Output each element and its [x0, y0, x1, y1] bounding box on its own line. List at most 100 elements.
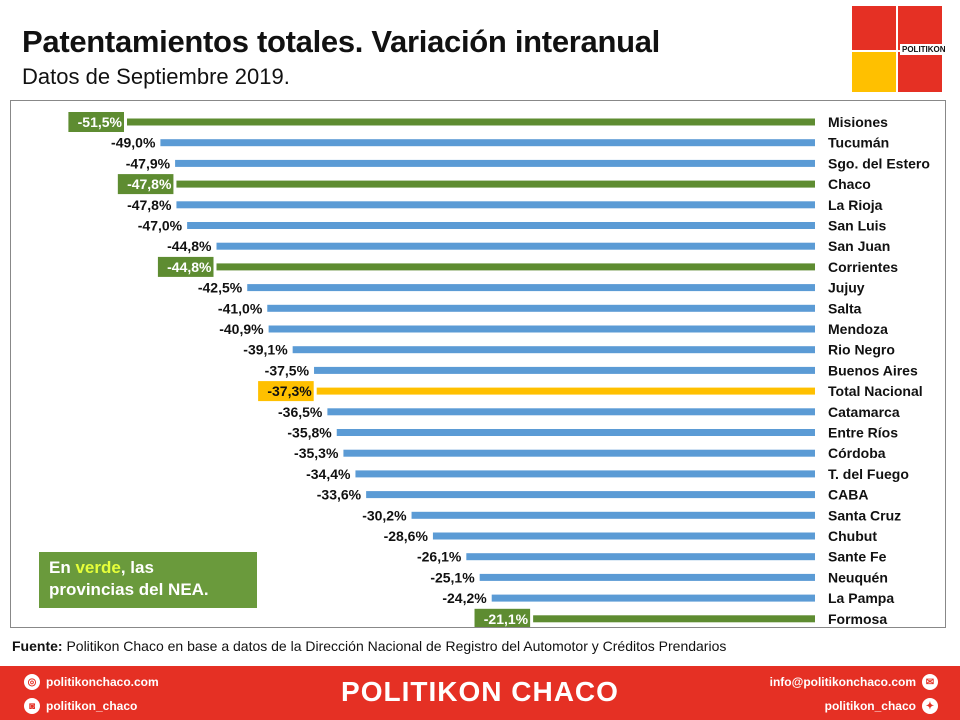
bar-4	[176, 201, 815, 209]
value-label-11: -39,1%	[243, 342, 288, 358]
footer-brand: POLITIKON CHACO	[341, 676, 619, 707]
value-label-15: -35,8%	[287, 425, 332, 441]
value-label-5: -47,0%	[138, 218, 183, 234]
footer-email-text: info@politikonchaco.com	[769, 675, 916, 689]
bar-19	[411, 511, 815, 519]
footer-instagram-text: politikon_chaco	[46, 699, 138, 713]
footer-website[interactable]: ◎ politikonchaco.com	[24, 674, 159, 690]
value-label-14: -36,5%	[278, 404, 323, 420]
value-label-23: -24,2%	[442, 590, 487, 606]
category-label-12: Buenos Aires	[828, 362, 918, 378]
category-label-6: San Juan	[828, 238, 890, 254]
footer-website-text: politikonchaco.com	[46, 675, 159, 689]
value-label-24: -21,1%	[484, 611, 529, 627]
value-label-10: -40,9%	[219, 321, 264, 337]
category-label-4: La Rioja	[828, 197, 883, 213]
bar-5	[187, 222, 815, 229]
logo-square-yellow	[852, 52, 896, 92]
category-label-22: Neuquén	[828, 569, 888, 585]
logo-square-red-right	[898, 6, 942, 50]
value-label-3: -47,8%	[127, 176, 172, 192]
value-label-7: -44,8%	[167, 259, 212, 275]
footer-email[interactable]: info@politikonchaco.com ✉	[770, 674, 938, 690]
category-label-24: Formosa	[828, 611, 887, 627]
logo-square-red-bottom	[898, 52, 942, 92]
bar-11	[292, 346, 815, 354]
bar-18	[366, 491, 815, 499]
value-label-2: -47,9%	[126, 155, 171, 171]
instagram-icon: ◙	[24, 698, 40, 714]
category-label-0: Misiones	[828, 114, 888, 130]
category-label-17: T. del Fuego	[828, 466, 909, 482]
value-label-bg-24	[474, 608, 531, 627]
value-label-6: -44,8%	[167, 238, 212, 254]
bar-13	[316, 387, 815, 395]
value-label-22: -25,1%	[430, 569, 475, 585]
chart-frame: -51,5% Misiones -49,0% Tucumán -47,9% Sgo. de…	[10, 100, 946, 628]
logo-square-red-top	[852, 6, 896, 50]
value-label-21: -26,1%	[417, 549, 462, 565]
nea-note-line2: provincias del NEA.	[49, 580, 209, 599]
mail-icon: ✉	[922, 674, 938, 690]
page-title: Patentamientos totales. Variación intera…	[22, 24, 660, 59]
bar-22	[479, 573, 815, 581]
bar-6	[216, 242, 816, 250]
bar-12	[314, 366, 815, 374]
value-label-19: -30,2%	[362, 507, 407, 523]
bar-21	[466, 553, 815, 561]
value-label-bg-0	[68, 112, 124, 132]
nea-note-suffix: , las	[120, 558, 154, 577]
category-label-9: Salta	[828, 300, 862, 316]
category-label-10: Mendoza	[828, 321, 888, 337]
category-label-16: Córdoba	[828, 445, 886, 461]
value-label-20: -28,6%	[384, 528, 429, 544]
value-label-12: -37,5%	[265, 362, 310, 378]
value-label-4: -47,8%	[127, 197, 172, 213]
bar-15	[336, 429, 815, 436]
value-label-13: -37,3%	[267, 383, 312, 399]
bar-7	[216, 263, 816, 271]
value-label-0: -51,5%	[78, 114, 123, 130]
category-label-19: Santa Cruz	[828, 507, 901, 523]
category-label-2: Sgo. del Estero	[828, 155, 930, 171]
logo-text: POLITIKON	[900, 44, 948, 55]
source-note: Fuente: Politikon Chaco en base a datos …	[12, 638, 726, 654]
bar-17	[355, 470, 815, 478]
value-label-9: -41,0%	[218, 300, 263, 316]
footer-instagram[interactable]: ◙ politikon_chaco	[24, 698, 137, 714]
category-label-21: Sante Fe	[828, 549, 887, 565]
page-subtitle: Datos de Septiembre 2019.	[22, 64, 290, 89]
category-label-14: Catamarca	[828, 404, 900, 420]
footer-bar: ◎ politikonchaco.com ◙ politikon_chaco P…	[0, 666, 960, 720]
bar-9	[267, 304, 815, 312]
politikon-logo: POLITIKON	[852, 6, 948, 92]
bar-23	[491, 594, 815, 602]
bar-14	[327, 408, 815, 416]
category-label-8: Jujuy	[828, 280, 865, 296]
value-label-1: -49,0%	[111, 135, 156, 151]
nea-note-prefix: En	[49, 558, 76, 577]
bar-20	[432, 532, 815, 540]
category-label-5: San Luis	[828, 218, 887, 234]
value-label-18: -33,6%	[317, 487, 362, 503]
bar-2	[175, 159, 815, 167]
footer-twitter[interactable]: politikon_chaco ✦	[825, 698, 938, 714]
value-label-bg-7	[157, 256, 214, 277]
source-label: Fuente:	[12, 638, 63, 654]
category-label-20: Chubut	[828, 528, 877, 544]
value-label-17: -34,4%	[306, 466, 351, 482]
category-label-23: La Pampa	[828, 590, 894, 606]
value-label-16: -35,3%	[294, 445, 339, 461]
bar-16	[343, 449, 815, 457]
category-label-13: Total Nacional	[828, 383, 923, 399]
nea-note: En verde, las provincias del NEA.	[39, 552, 257, 608]
category-label-18: CABA	[828, 487, 868, 503]
category-label-3: Chaco	[828, 176, 871, 192]
source-text: Politikon Chaco en base a datos de la Di…	[62, 638, 727, 654]
globe-icon: ◎	[24, 674, 40, 690]
bar-3	[176, 180, 815, 188]
value-label-bg-3	[117, 174, 174, 195]
bar-10	[268, 325, 815, 333]
bar-24	[533, 615, 815, 623]
twitter-icon: ✦	[922, 698, 938, 714]
